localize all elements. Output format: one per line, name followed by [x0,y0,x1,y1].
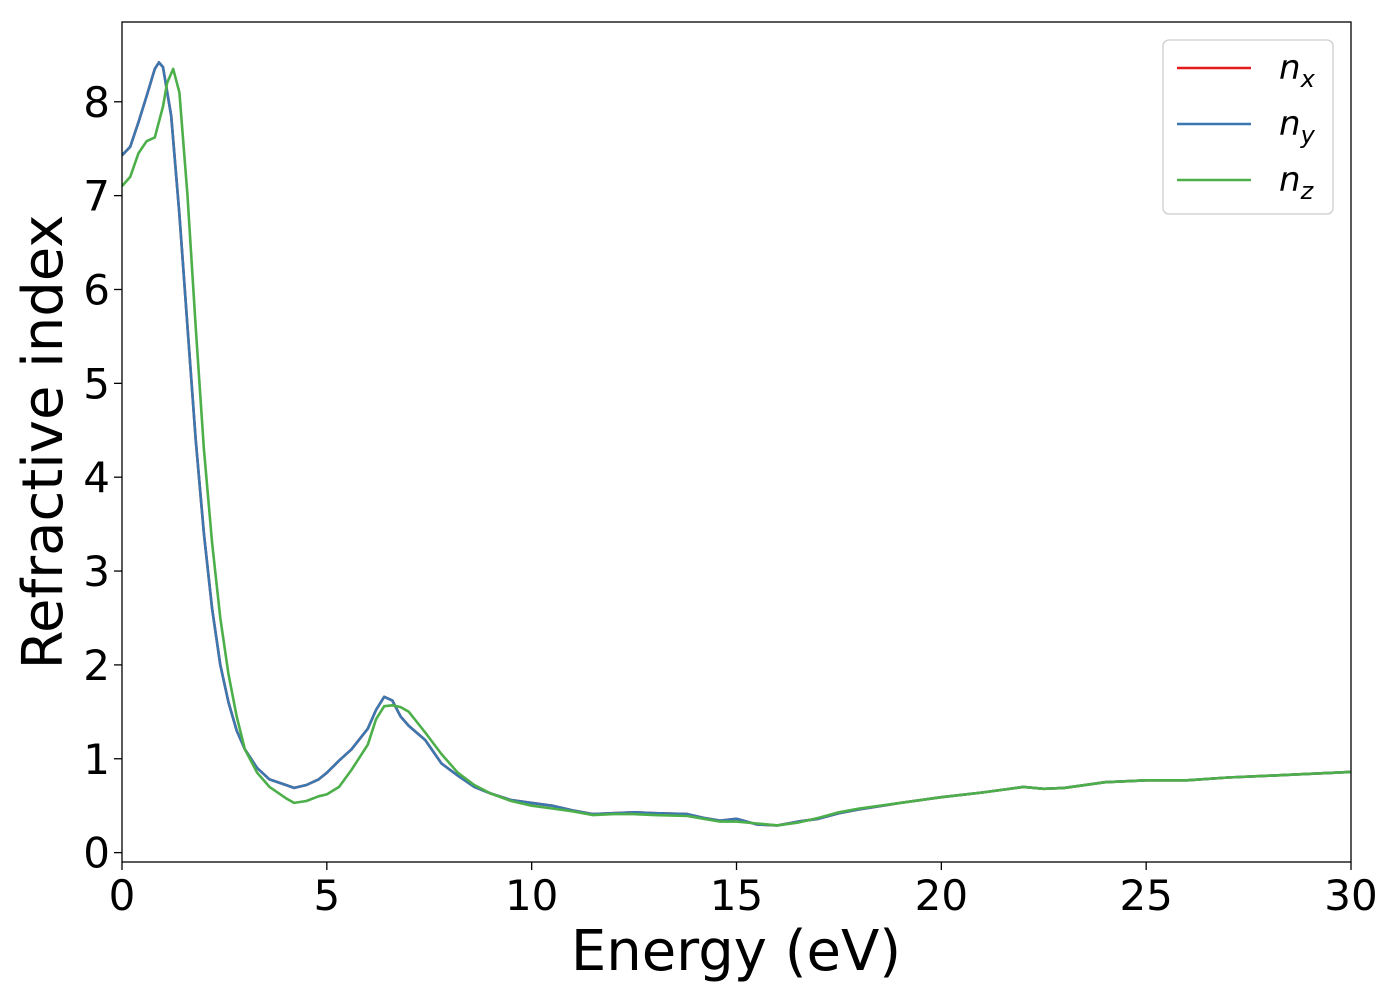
y-tick-label: 8 [83,78,110,127]
y-tick-label: 6 [83,265,110,314]
y-tick-label: 0 [83,829,110,878]
x-tick-label: 20 [915,871,968,920]
legend-box [1162,39,1334,215]
legend-label: ny [1279,104,1316,149]
legend-label: nz [1279,160,1315,205]
x-tick-label: 15 [710,871,763,920]
x-tick-label: 5 [313,871,340,920]
series-layer [122,61,1351,827]
x-axis: 0 5 10 15 20 25 30 [109,862,1378,920]
y-tick-label: 4 [83,453,110,502]
x-tick-label: 25 [1119,871,1172,920]
y-tick-label: 1 [83,735,110,784]
y-axis: 0 1 2 3 4 5 6 7 8 [83,78,122,878]
legend: nx ny nz [1162,39,1334,215]
y-tick-label: 7 [83,172,110,221]
y-axis-title: Refractive index [11,215,76,670]
x-tick-label: 10 [505,871,558,920]
y-tick-label: 5 [83,359,110,408]
series-line-n-z [122,67,1351,827]
legend-label: nx [1279,48,1316,93]
y-tick-label: 2 [83,641,110,690]
y-tick-label: 3 [83,547,110,596]
x-tick-label: 0 [109,871,136,920]
x-axis-title: Energy (eV) [571,919,901,984]
x-tick-label: 30 [1324,871,1377,920]
